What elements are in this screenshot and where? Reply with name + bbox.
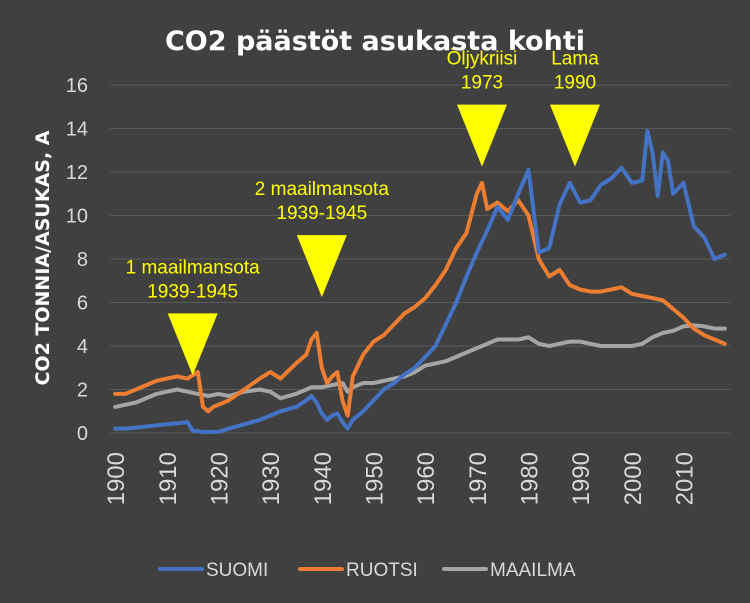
y-tick-label: 6 bbox=[77, 293, 88, 315]
gridlines bbox=[110, 84, 730, 434]
annotation-arrow bbox=[167, 313, 218, 376]
x-tick-label: 1940 bbox=[310, 452, 337, 505]
legend-label: RUOTSI bbox=[346, 560, 418, 581]
chart-title: CO2 päästöt asukasta kohti bbox=[165, 26, 585, 57]
x-tick-label: 1950 bbox=[362, 452, 389, 505]
annotation-arrow bbox=[296, 235, 347, 298]
y-tick-label: 2 bbox=[77, 380, 88, 402]
x-tick-label: 1970 bbox=[465, 452, 492, 505]
annotation-arrow bbox=[457, 104, 507, 167]
x-tick-label: 2010 bbox=[672, 452, 699, 505]
annotation-arrow bbox=[550, 104, 600, 167]
x-tick-label: 1980 bbox=[517, 452, 544, 505]
x-tick-label: 1960 bbox=[413, 452, 440, 505]
legend-label: MAAILMA bbox=[490, 560, 576, 581]
y-tick-label: 8 bbox=[77, 249, 88, 271]
x-axis-ticks: 1900 1910 1920 1930 1940 1950 1960 1970 1980 1990… bbox=[103, 452, 698, 505]
annotation-label: Öljykriisi bbox=[447, 49, 518, 70]
series-lines bbox=[113, 128, 727, 434]
legend: SUOMI RUOTSI MAAILMA bbox=[158, 560, 576, 581]
y-tick-label: 10 bbox=[66, 206, 88, 228]
y-axis-ticks: 0 2 4 6 8 10 12 14 16 bbox=[66, 75, 88, 445]
y-tick-label: 0 bbox=[77, 423, 88, 445]
series-line-suomi bbox=[113, 128, 727, 434]
annotation-label: Lama bbox=[551, 49, 599, 70]
x-tick-label: 1930 bbox=[258, 452, 285, 505]
annotation-label: 1 maailmansota bbox=[126, 257, 261, 278]
series-line-ruotsi bbox=[113, 180, 727, 418]
y-tick-label: 4 bbox=[77, 336, 88, 358]
annotation-label: 1973 bbox=[461, 73, 503, 94]
annotation-label: 1939-1945 bbox=[147, 281, 238, 302]
x-tick-label: 1900 bbox=[103, 452, 130, 505]
x-tick-label: 1910 bbox=[155, 452, 182, 505]
annotation-label: 2 maailmansota bbox=[255, 179, 390, 200]
y-tick-label: 14 bbox=[66, 119, 88, 141]
y-tick-label: 16 bbox=[66, 75, 88, 97]
annotation-label: 1990 bbox=[554, 73, 596, 94]
x-tick-label: 2000 bbox=[620, 452, 647, 505]
x-tick-label: 1990 bbox=[568, 452, 595, 505]
y-tick-label: 12 bbox=[66, 162, 88, 184]
x-tick-label: 1920 bbox=[207, 452, 234, 505]
legend-label: SUOMI bbox=[206, 560, 268, 581]
annotation-label: 1939-1945 bbox=[276, 203, 367, 224]
annotations: 1 maailmansota 1939-1945 2 maailmansota 193… bbox=[126, 49, 600, 376]
series-line-maailma bbox=[113, 323, 727, 409]
y-axis-label: CO2 TONNIA/ASUKAS, A bbox=[32, 130, 54, 385]
